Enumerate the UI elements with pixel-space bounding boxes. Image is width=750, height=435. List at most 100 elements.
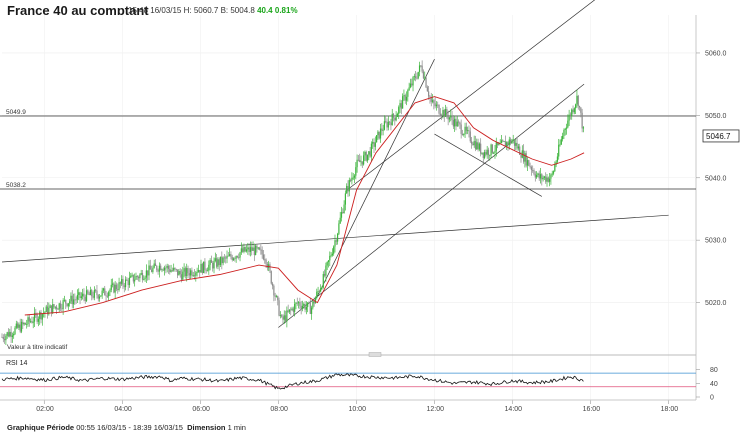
candle-body [75,299,77,301]
candle-body [10,331,12,337]
candle-body [344,193,346,205]
candle-body [260,249,262,251]
candle-body [477,142,479,150]
candle-body [257,247,259,249]
rsi-line [1,373,584,390]
candle-body [40,312,42,320]
candle-body [70,295,72,302]
candle-body [407,90,409,97]
candle-body [523,150,525,162]
candle-body [132,274,134,282]
candle-body [27,317,29,325]
candle-body [17,323,19,328]
candle-body [262,254,265,260]
price-tick-label: 5030.0 [705,238,727,245]
candle-body [343,204,345,214]
dimension-value: 1 min [227,423,246,432]
candle-body [431,100,434,102]
candle-body [5,335,7,341]
candle-body [223,257,226,259]
candle-body [147,270,149,276]
candle-body [517,146,519,149]
candle-body [273,285,275,296]
candle-body [420,65,422,67]
candle-body [213,260,215,269]
candle-body [255,245,257,255]
candle-body [503,141,505,143]
candle-body [32,321,34,323]
candle-body [564,128,566,131]
candle-body [299,302,301,306]
candle-body [157,270,159,272]
candle-body [65,299,67,304]
candle-body [15,323,17,328]
price-tick-label: 5020.0 [705,300,727,307]
candle-body [82,293,84,297]
candle-body [336,233,339,242]
candle-body [221,256,223,264]
candle-body [415,76,417,79]
candle-body [281,315,283,317]
candle-body [416,78,418,79]
rsi-panel: RSI 14 80 40 0 [0,360,718,402]
candle-body [130,275,132,278]
candle-body [163,267,166,271]
candle-body [347,185,349,192]
candle-body [278,300,280,316]
candle-body [39,312,41,319]
level-label: 5038.2 [6,182,26,189]
candle-body [117,289,119,290]
candle-body [206,270,209,272]
candle-body [317,291,319,292]
candle-body [549,178,551,182]
candle-body [494,150,496,153]
time-tick-label: 12:00 [427,406,445,413]
candle-body [179,271,181,275]
candle-body [105,295,107,297]
candle-body [193,275,196,276]
candle-body [136,276,138,278]
candle-body [433,100,435,104]
candle-body [314,298,317,304]
candle-body [481,152,483,154]
candle-body [195,272,197,276]
divider-handle[interactable] [368,352,382,357]
panel-divider[interactable] [0,352,696,357]
candle-body [245,249,248,252]
candle-body [265,259,267,264]
candle-body [205,269,207,271]
candle-body [532,170,534,171]
candle-body [58,303,60,310]
candle-body [390,122,392,126]
candle-body [14,327,16,334]
change-value: 40.4 [257,6,273,15]
candle-body [348,179,350,192]
candle-body [144,277,146,280]
candle-body [437,104,439,106]
trend-line [317,59,435,297]
candle-body [282,316,284,320]
candle-body [504,141,506,147]
candle-body [422,71,425,79]
candle-body [271,283,274,286]
candle-body [13,333,15,336]
candle-body [2,336,4,340]
candle-body [355,167,357,176]
candle-body [184,268,187,277]
candle-body [283,315,285,320]
candle-body [487,149,490,156]
candle-body [463,134,465,135]
candle-body [71,295,73,305]
candle-body [108,292,110,297]
candle-body [413,76,415,78]
candle-body [121,278,123,284]
candle-body [183,268,185,272]
candle-body [188,273,190,276]
candle-body [524,153,526,162]
candle-body [530,167,533,171]
candle-body [141,272,144,280]
candle-body [573,108,575,113]
candle-body [353,175,356,178]
candle-body [506,142,508,147]
